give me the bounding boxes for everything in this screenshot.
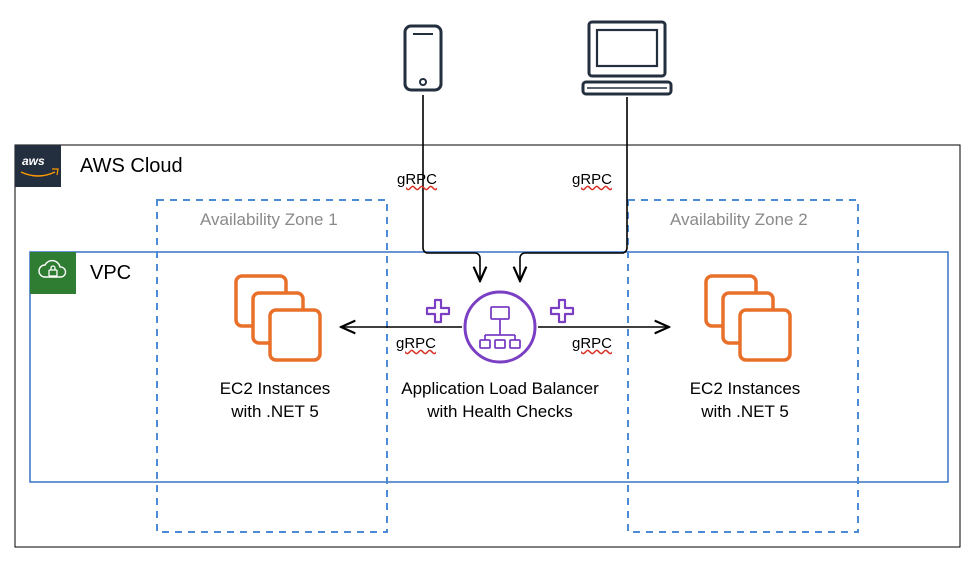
ec2-right-caption: EC2 Instances with .NET 5 [640,378,850,424]
edge-phone-alb [423,95,480,281]
ec2-right-caption-line2: with .NET 5 [701,402,789,421]
ec2-left-icon [236,276,320,360]
edge-desktop-alb [520,97,627,281]
az1-label: Availability Zone 1 [200,210,338,230]
ec2-right-caption-line1: EC2 Instances [690,379,801,398]
alb-icon [465,292,535,362]
edge-label-left: gRPC [396,335,436,352]
ec2-left-caption-line2: with .NET 5 [231,402,319,421]
ec2-right-icon [706,276,790,360]
ec2-left-caption: EC2 Instances with .NET 5 [170,378,380,424]
diagram-svg: aws [0,0,973,563]
alb-caption-line2: with Health Checks [427,402,573,421]
edge-label-desktop: gRPC [572,171,612,188]
svg-text:aws: aws [22,154,45,168]
az2-label: Availability Zone 2 [670,210,808,230]
health-check-right-icon [551,300,573,322]
edge-label-right: gRPC [572,335,612,352]
health-check-left-icon [427,300,449,322]
client-desktop-icon [583,22,671,94]
alb-caption-line1: Application Load Balancer [401,379,599,398]
edge-label-phone: gRPC [397,171,437,188]
ec2-left-caption-line1: EC2 Instances [220,379,331,398]
vpc-label: VPC [90,262,131,285]
client-phone-icon [405,26,441,90]
aws-cloud-label: AWS Cloud [80,155,183,178]
alb-caption: Application Load Balancer with Health Ch… [390,378,610,424]
group-vpc [30,252,948,482]
